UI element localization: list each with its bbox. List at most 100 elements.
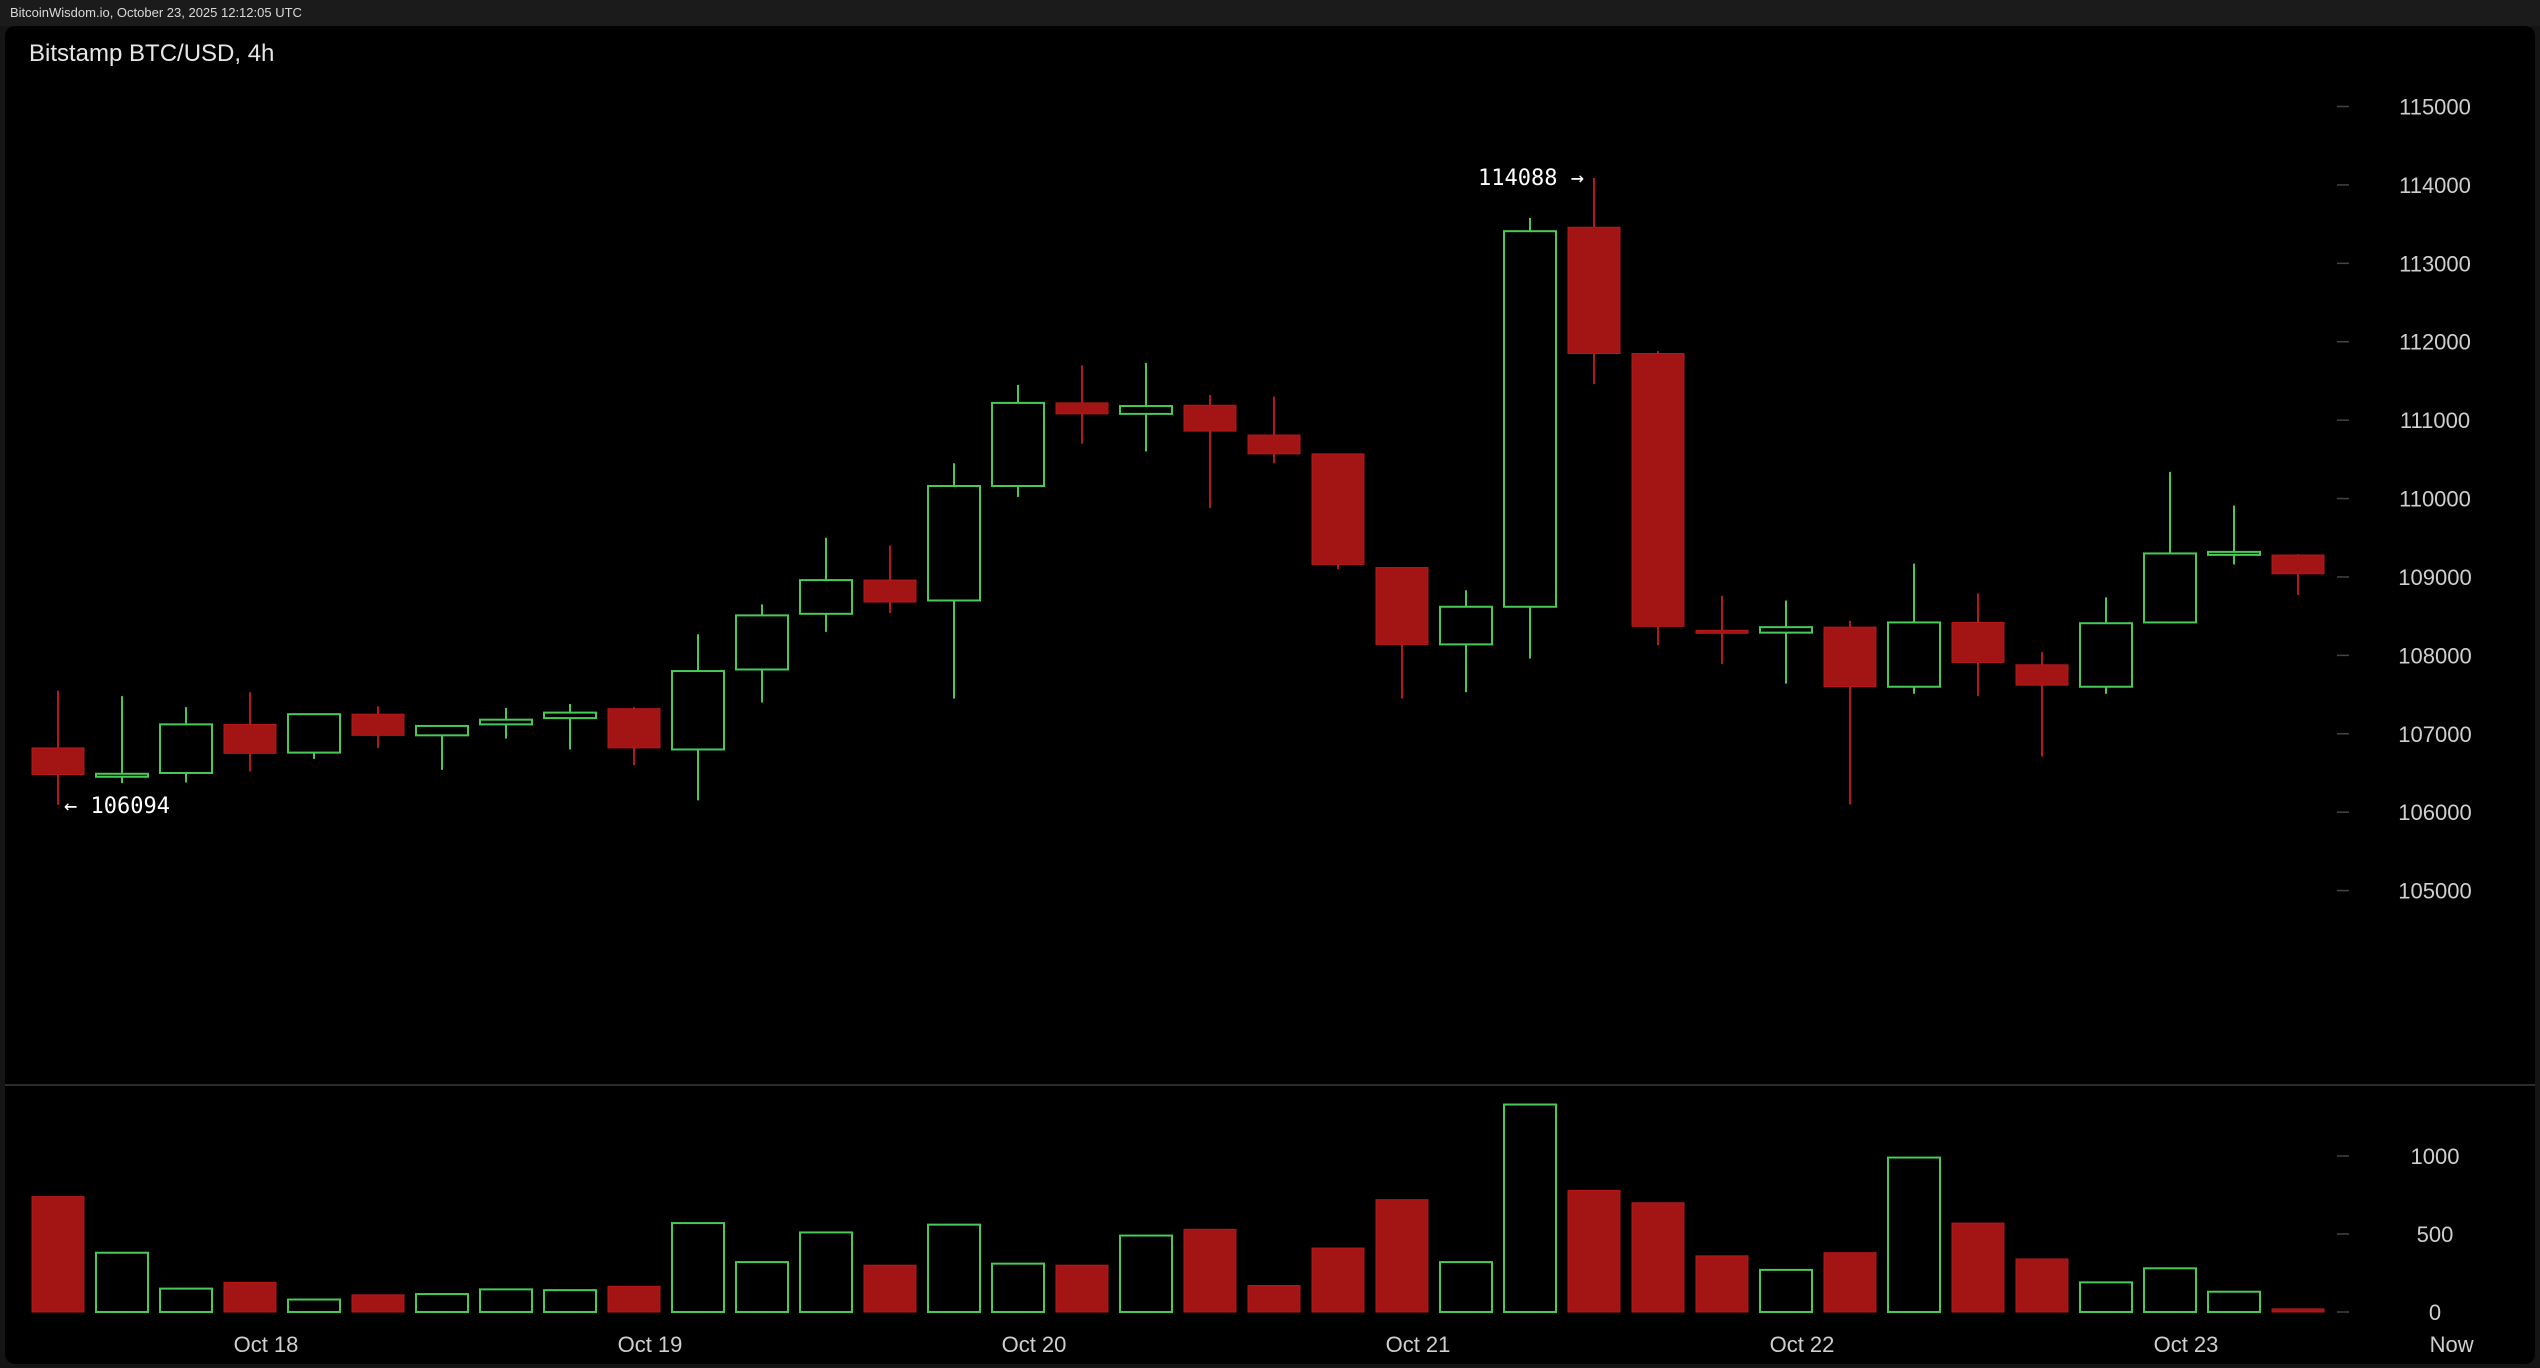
- candle-body-down: [1311, 453, 1365, 565]
- candle-body-down: [1823, 626, 1877, 688]
- candle-body-down: [351, 713, 405, 736]
- volume-bar-down: [1823, 1252, 1877, 1313]
- low-price-annotation: ← 106094: [64, 794, 170, 819]
- volume-bar-up: [1503, 1103, 1557, 1314]
- price-tick-label: 115000: [2399, 95, 2471, 120]
- candle-body-up: [1759, 626, 1813, 634]
- top-status-bar: BitcoinWisdom.io, October 23, 2025 12:12…: [0, 0, 2540, 26]
- volume-bar-down: [1183, 1228, 1237, 1313]
- price-tick-label: 105000: [2398, 879, 2471, 904]
- volume-tick-label: 0: [2429, 1300, 2441, 1325]
- volume-bar-down: [607, 1285, 661, 1313]
- price-tick-label: 106000: [2398, 800, 2471, 825]
- price-tick-label: 107000: [2398, 722, 2471, 747]
- candle-body-down: [1631, 353, 1685, 627]
- volume-bar-down: [1311, 1247, 1365, 1313]
- volume-bar-up: [1887, 1156, 1941, 1314]
- candle-body-down: [1055, 402, 1109, 415]
- candle-body-up: [799, 579, 853, 615]
- volume-tick-label: 500: [2417, 1222, 2454, 1247]
- candle-body-up: [159, 723, 213, 774]
- volume-bar-up: [2207, 1290, 2261, 1313]
- price-tick-label: 108000: [2398, 643, 2471, 668]
- time-axis: Oct 18 Oct 19 Oct 20 Oct 21 Oct 22 Oct 23 Now: [234, 1332, 2474, 1357]
- candle-body-down: [863, 579, 917, 603]
- price-tick-label: 110000: [2399, 487, 2471, 512]
- volume-bar-down: [1695, 1255, 1749, 1313]
- volume-bar-down: [2271, 1308, 2325, 1313]
- price-tick-label: 111000: [2400, 408, 2470, 433]
- source-timestamp: BitcoinWisdom.io, October 23, 2025 12:12…: [10, 5, 302, 20]
- time-axis-label: Now: [2430, 1332, 2474, 1357]
- candle-body-down: [223, 723, 277, 754]
- time-axis-label: Oct 19: [618, 1332, 683, 1357]
- candle-body-up: [2143, 552, 2197, 624]
- price-tick-label: 113000: [2399, 251, 2471, 276]
- volume-bar-up: [735, 1261, 789, 1313]
- candle-body-down: [2271, 554, 2325, 575]
- candle-body-up: [2079, 622, 2133, 688]
- candle-body-up: [1119, 405, 1173, 415]
- candle-body-up: [479, 718, 533, 726]
- price-tick-label: 109000: [2398, 565, 2471, 590]
- volume-bar-up: [671, 1222, 725, 1313]
- candle-body-down: [1375, 567, 1429, 645]
- candle-body-up: [991, 401, 1045, 488]
- time-axis-label: Oct 23: [2154, 1332, 2219, 1357]
- candle-body-down: [1247, 434, 1301, 455]
- volume-bar-down: [1567, 1189, 1621, 1313]
- volume-bar-up: [927, 1223, 981, 1314]
- candle-body-up: [735, 614, 789, 671]
- volume-tick-label: 1000: [2411, 1144, 2460, 1169]
- candle-body-down: [1567, 226, 1621, 355]
- candle-body-down: [1951, 621, 2005, 663]
- candle-body-up: [1439, 605, 1493, 646]
- price-tick-label: 112000: [2399, 330, 2471, 355]
- volume-bar-up: [1439, 1261, 1493, 1313]
- volume-bar-up: [991, 1262, 1045, 1314]
- volume-bar-up: [543, 1289, 597, 1314]
- volume-bar-down: [1375, 1199, 1429, 1313]
- volume-bar-up: [95, 1251, 149, 1313]
- time-axis-label: Oct 22: [1770, 1332, 1835, 1357]
- time-axis-label: Oct 20: [1002, 1332, 1067, 1357]
- candle-body-up: [671, 670, 725, 751]
- candle-body-up: [95, 772, 149, 778]
- candle-body-down: [1183, 404, 1237, 432]
- chart-panel: Bitstamp BTC/USD, 4h 115000 114000 113000 1…: [5, 26, 2535, 1364]
- volume-bar-up: [415, 1293, 469, 1314]
- candle-body-up: [287, 713, 341, 754]
- volume-bar-down: [1055, 1264, 1109, 1313]
- candle-body-down: [1695, 629, 1749, 634]
- volume-bar-up: [799, 1231, 853, 1313]
- volume-bar-down: [351, 1294, 405, 1313]
- volume-bar-down: [31, 1196, 85, 1313]
- volume-bar-up: [2143, 1267, 2197, 1313]
- time-axis-label: Oct 21: [1386, 1332, 1451, 1357]
- volume-axis: 1000 500 0: [2337, 1144, 2459, 1325]
- volume-bar-up: [159, 1287, 213, 1313]
- volume-bar-up: [1759, 1268, 1813, 1314]
- candle-body-up: [927, 485, 981, 602]
- candle-body-up: [2207, 550, 2261, 556]
- volume-bars-layer: [31, 1103, 2325, 1314]
- high-price-annotation: 114088 →: [1478, 166, 1584, 191]
- candle-body-up: [1887, 621, 1941, 688]
- annotations-layer: 114088 → ← 106094: [64, 166, 1584, 819]
- candle-body-up: [543, 711, 597, 720]
- volume-bar-up: [1119, 1234, 1173, 1314]
- candle-body-down: [2015, 664, 2069, 686]
- volume-bar-down: [1951, 1222, 2005, 1313]
- volume-bar-up: [287, 1298, 341, 1314]
- volume-bar-up: [2079, 1281, 2133, 1313]
- volume-bar-up: [479, 1288, 533, 1314]
- candle-body-down: [607, 708, 661, 749]
- candles-layer: [31, 178, 2325, 805]
- chart-title: Bitstamp BTC/USD, 4h: [29, 40, 275, 67]
- time-axis-label: Oct 18: [234, 1332, 299, 1357]
- volume-bar-down: [863, 1264, 917, 1313]
- candle-body-down: [31, 747, 85, 776]
- candlestick-chart[interactable]: 115000 114000 113000 112000 111000 110000 1090…: [5, 26, 2535, 1364]
- candle-body-up: [415, 724, 469, 737]
- volume-bar-down: [1631, 1202, 1685, 1313]
